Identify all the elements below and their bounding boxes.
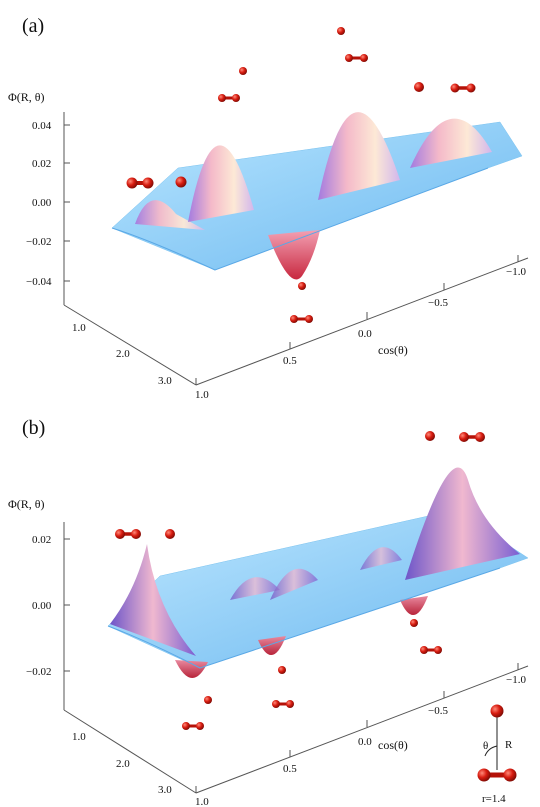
z-tick-label: 0.04 xyxy=(32,120,52,132)
surface-peak xyxy=(360,547,402,570)
cos-ticks xyxy=(195,255,519,385)
surface-peak xyxy=(410,118,492,168)
molecule-icon xyxy=(126,177,154,189)
molecule-icon xyxy=(420,646,442,654)
r-tick-label: 2.0 xyxy=(116,348,130,360)
surface-negative-dip xyxy=(268,230,320,280)
r-tick-label: 2.0 xyxy=(116,758,130,770)
atom-icon xyxy=(165,529,175,539)
molecule-icon xyxy=(345,54,368,62)
cos-tick-label: −0.5 xyxy=(428,297,448,309)
cos-ticks xyxy=(195,663,519,793)
atom-icon xyxy=(298,282,306,290)
atom-icon xyxy=(278,666,286,674)
surface-peak xyxy=(318,112,400,200)
molecule-icon xyxy=(459,432,485,442)
panel-b: (b) 0.02 0.00 −0.02 Φ(R, θ) 1.0 2.0 3.0 xyxy=(8,417,529,807)
atom-icon xyxy=(414,82,424,92)
z-axis-title: Φ(R, θ) xyxy=(8,90,45,104)
atom-icon xyxy=(337,27,345,35)
surface-negative-dip xyxy=(400,596,428,616)
atom-icon xyxy=(425,431,435,441)
atom-icon xyxy=(204,696,212,704)
surface-peak xyxy=(110,544,196,656)
axes-frame xyxy=(63,112,529,386)
surface-peak xyxy=(188,145,254,222)
z-tick-label: −0.02 xyxy=(26,666,51,678)
geometry-inset: θ R r=1.4 xyxy=(477,704,517,805)
z-ticks xyxy=(64,538,70,672)
panel-label: (a) xyxy=(22,15,44,37)
molecule-icon xyxy=(450,83,476,93)
molecule-icon xyxy=(115,529,141,539)
surface-peak xyxy=(405,467,520,580)
axes-frame xyxy=(63,522,529,794)
surface-plot xyxy=(111,112,523,280)
cos-tick-label: 0.5 xyxy=(283,355,297,367)
surface-plot xyxy=(107,467,529,679)
z-tick-label: 0.00 xyxy=(32,197,52,209)
z-tick-label: 0.02 xyxy=(32,158,51,170)
cos-tick-label: 1.0 xyxy=(195,389,209,401)
cos-tick-label: 0.0 xyxy=(358,328,372,340)
theta-label: θ xyxy=(483,740,488,752)
cos-tick-label: −1.0 xyxy=(506,674,526,686)
r-tick-label: 1.0 xyxy=(72,731,86,743)
molecule-icon xyxy=(182,722,204,730)
z-ticks xyxy=(64,124,70,282)
z-axis-title: Φ(R, θ) xyxy=(8,497,45,511)
x-axis-title: cos(θ) xyxy=(378,738,408,752)
r-distance-label: R xyxy=(505,739,513,751)
cos-tick-label: 0.0 xyxy=(358,736,372,748)
surface-peak xyxy=(230,577,280,600)
z-tick-label: −0.04 xyxy=(26,276,52,288)
surface-negative-dip xyxy=(258,636,286,656)
surface-negative-dip xyxy=(175,660,208,679)
surface-front-edge xyxy=(107,567,501,669)
bond-length-label: r=1.4 xyxy=(482,793,506,805)
surface-peak xyxy=(135,200,205,230)
surface-front-edge xyxy=(111,167,489,271)
x-axis-title: cos(θ) xyxy=(378,343,408,357)
z-tick-label: −0.02 xyxy=(26,236,51,248)
cos-tick-label: 0.5 xyxy=(283,763,297,775)
panel-a: (a) 0.04 0.02 0.00 −0.02 −0.04 Φ(R, θ) 1… xyxy=(8,15,529,401)
cos-tick-label: −1.0 xyxy=(506,266,526,278)
surface-peak xyxy=(270,568,318,600)
z-tick-label: 0.02 xyxy=(32,534,51,546)
z-tick-label: 0.00 xyxy=(32,600,52,612)
cos-tick-label: 1.0 xyxy=(195,796,209,807)
r-tick-label: 3.0 xyxy=(158,375,172,387)
atom-icon xyxy=(410,619,418,627)
atom-icon xyxy=(239,67,247,75)
cos-tick-label: −0.5 xyxy=(428,705,448,717)
molecule-icon xyxy=(272,700,294,708)
molecule-icon xyxy=(218,94,240,102)
r-tick-label: 1.0 xyxy=(72,322,86,334)
atom-icon xyxy=(175,176,187,188)
molecule-icon xyxy=(290,315,313,323)
r-tick-label: 3.0 xyxy=(158,784,172,796)
panel-label: (b) xyxy=(22,417,45,439)
